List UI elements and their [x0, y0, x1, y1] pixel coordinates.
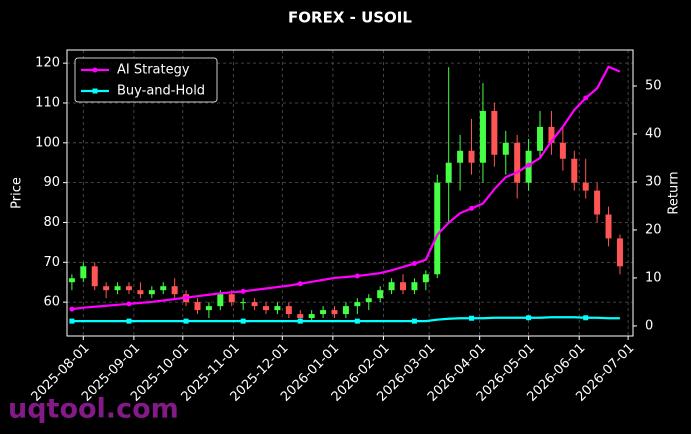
y2-tick-label: 50: [645, 78, 662, 93]
y-tick-label: 100: [35, 135, 60, 150]
y-tick-label: 60: [43, 295, 60, 310]
candle-body: [400, 282, 407, 291]
y-tick-label: 90: [43, 175, 60, 190]
y2-tick-label: 20: [645, 222, 662, 237]
candle-body: [491, 110, 498, 155]
series-marker: [583, 315, 589, 321]
candle-body: [548, 126, 555, 143]
plot-frame: [66, 49, 634, 337]
y-tick-label: 120: [35, 56, 60, 71]
candle-body: [80, 266, 87, 279]
candle-body: [616, 238, 623, 267]
candle-body: [103, 286, 110, 291]
series-marker: [526, 315, 532, 321]
candle-body: [594, 190, 601, 215]
candle-body: [571, 158, 578, 183]
candle-body: [514, 142, 521, 183]
series-marker: [354, 318, 360, 324]
candle-body: [468, 150, 475, 163]
y-tick-label: 80: [43, 215, 60, 230]
legend-label: AI Strategy: [117, 63, 190, 78]
series-marker: [126, 301, 132, 307]
candle-body: [171, 286, 178, 295]
candle-body: [194, 302, 201, 311]
series-marker: [583, 95, 589, 101]
candle-body: [445, 162, 452, 183]
series-marker: [469, 315, 475, 321]
candle-body: [320, 310, 327, 315]
series-marker: [240, 288, 246, 294]
candle-body: [308, 314, 315, 319]
series-marker: [69, 306, 75, 312]
candle-body: [125, 286, 132, 291]
y2-tick-label: 30: [645, 174, 662, 189]
candle-body: [217, 294, 224, 307]
series-marker: [354, 273, 360, 279]
y2-axis-label: Return: [667, 171, 682, 214]
candle-body: [160, 286, 167, 291]
series-marker: [411, 261, 417, 267]
series-marker: [526, 162, 532, 168]
candle-body: [331, 310, 338, 315]
candle-body: [605, 214, 612, 239]
legend-marker: [92, 67, 98, 73]
series-marker: [183, 318, 189, 324]
candle-body: [262, 306, 269, 311]
series-marker: [240, 318, 246, 324]
candle-body: [251, 302, 258, 307]
candle-body: [274, 306, 281, 311]
candle-body: [342, 306, 349, 315]
candle-body: [228, 294, 235, 303]
legend-box: [74, 57, 218, 103]
candle-body: [285, 306, 292, 315]
y2-tick-label: 10: [645, 270, 662, 285]
series-marker: [183, 295, 189, 301]
candle-body: [411, 282, 418, 291]
candle-body: [365, 298, 372, 303]
y-tick-label: 70: [43, 255, 60, 270]
series-marker: [69, 318, 75, 324]
candle-body: [114, 286, 121, 291]
y-axis-label: Price: [10, 177, 25, 209]
candle-body: [457, 150, 464, 163]
candle-body: [559, 142, 566, 159]
candle-body: [537, 126, 544, 151]
y2-tick-label: 40: [645, 126, 662, 141]
chart-title: FOREX - USOIL: [288, 9, 412, 27]
candle-body: [205, 306, 212, 311]
y2-tick-label: 0: [645, 318, 653, 333]
candle-body: [582, 182, 589, 191]
candle-body: [148, 290, 155, 295]
series-marker: [297, 281, 303, 287]
candle-body: [91, 266, 98, 287]
series-marker: [126, 318, 132, 324]
candle-body: [377, 290, 384, 299]
candle-body: [354, 302, 361, 307]
legend-marker: [92, 88, 98, 94]
candle-body: [137, 290, 144, 295]
watermark: uqtool.com: [8, 394, 179, 425]
candle-body: [422, 274, 429, 283]
candle-body: [68, 278, 75, 283]
y-tick-label: 110: [35, 95, 60, 110]
legend-label: Buy-and-Hold: [117, 84, 205, 99]
series-marker: [469, 205, 475, 211]
candle-body: [297, 314, 304, 319]
candle-body: [434, 182, 441, 275]
series-marker: [297, 318, 303, 324]
candle-body: [502, 142, 509, 155]
candle-body: [240, 302, 247, 304]
candle-body: [388, 282, 395, 291]
candle-body: [479, 110, 486, 163]
series-marker: [411, 318, 417, 324]
